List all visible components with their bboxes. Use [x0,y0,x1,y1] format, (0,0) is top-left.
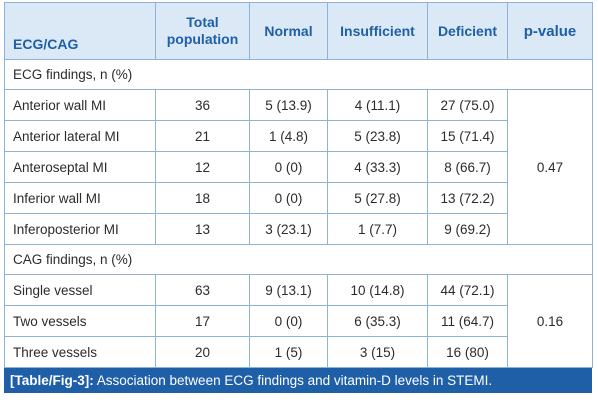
cell-deficient: 8 (66.7) [427,151,508,183]
cell-normal: 5 (13.9) [249,89,328,121]
row-label: Anteroseptal MI [4,151,156,183]
table-row: Inferoposterior MI 13 3 (23.1) 1 (7.7) 9… [4,213,593,245]
cell-insufficient: 4 (11.1) [327,89,428,121]
cell-normal: 1 (4.8) [249,120,328,152]
header-total-population: Total population [155,2,250,60]
table-row: Two vessels 17 0 (0) 6 (35.3) 11 (64.7) [4,305,593,337]
cell-insufficient: 4 (33.3) [327,151,428,183]
cell-insufficient: 5 (23.8) [327,120,428,152]
cell-total: 21 [155,120,250,152]
row-label: Anterior wall MI [4,89,156,121]
cell-insufficient: 10 (14.8) [327,274,428,306]
section-row-ecg: ECG findings, n (%) [4,59,593,90]
section-row-cag: CAG findings, n (%) [4,244,593,275]
row-label: Three vessels [4,336,156,368]
header-normal: Normal [249,2,328,60]
cell-normal: 9 (13.1) [249,274,328,306]
cell-deficient: 16 (80) [427,336,508,368]
cell-insufficient: 3 (15) [327,336,428,368]
cell-deficient: 9 (69.2) [427,213,508,245]
cell-p-value: 0.16 [507,274,593,368]
cell-total: 13 [155,213,250,245]
header-p-value: p-value [507,2,593,60]
cell-total: 20 [155,336,250,368]
row-label: Two vessels [4,305,156,337]
cell-normal: 0 (0) [249,182,328,214]
header-row: ECG/CAG Total population Normal Insuffic… [4,2,593,60]
cell-p-value: 0.47 [507,89,593,245]
table-row: Anteroseptal MI 12 0 (0) 4 (33.3) 8 (66.… [4,151,593,183]
cell-normal: 1 (5) [249,336,328,368]
table-row: Anterior lateral MI 21 1 (4.8) 5 (23.8) … [4,120,593,152]
caption-tag: [Table/Fig-3]: [10,373,94,388]
cell-insufficient: 1 (7.7) [327,213,428,245]
results-table: ECG/CAG Total population Normal Insuffic… [4,2,593,368]
table-row: Anterior wall MI 36 5 (13.9) 4 (11.1) 27… [4,89,593,245]
header-insufficient: Insufficient [327,2,428,60]
section-label: ECG findings, n (%) [4,59,593,90]
row-label: Inferoposterior MI [4,213,156,245]
cell-total: 63 [155,274,250,306]
header-deficient: Deficient [427,2,508,60]
cell-deficient: 13 (72.2) [427,182,508,214]
cell-total: 18 [155,182,250,214]
table-container: ECG/CAG Total population Normal Insuffic… [4,2,593,393]
table-caption: [Table/Fig-3]: Association between ECG f… [4,368,592,393]
cell-normal: 3 (23.1) [249,213,328,245]
cell-total: 36 [155,89,250,121]
row-label: Inferior wall MI [4,182,156,214]
caption-text: Association between ECG findings and vit… [93,373,493,388]
cell-deficient: 44 (72.1) [427,274,508,306]
table-row: Three vessels 20 1 (5) 3 (15) 16 (80) [4,336,593,368]
cell-insufficient: 5 (27.8) [327,182,428,214]
row-label: Single vessel [4,274,156,306]
table-row: Single vessel 63 9 (13.1) 10 (14.8) 44 (… [4,274,593,368]
cell-normal: 0 (0) [249,151,328,183]
cell-total: 12 [155,151,250,183]
row-label: Anterior lateral MI [4,120,156,152]
header-ecg-cag: ECG/CAG [4,2,156,60]
cell-deficient: 11 (64.7) [427,305,508,337]
cell-insufficient: 6 (35.3) [327,305,428,337]
cell-deficient: 27 (75.0) [427,89,508,121]
section-label: CAG findings, n (%) [4,244,593,275]
cell-total: 17 [155,305,250,337]
cell-normal: 0 (0) [249,305,328,337]
cell-deficient: 15 (71.4) [427,120,508,152]
table-row: Inferior wall MI 18 0 (0) 5 (27.8) 13 (7… [4,182,593,214]
